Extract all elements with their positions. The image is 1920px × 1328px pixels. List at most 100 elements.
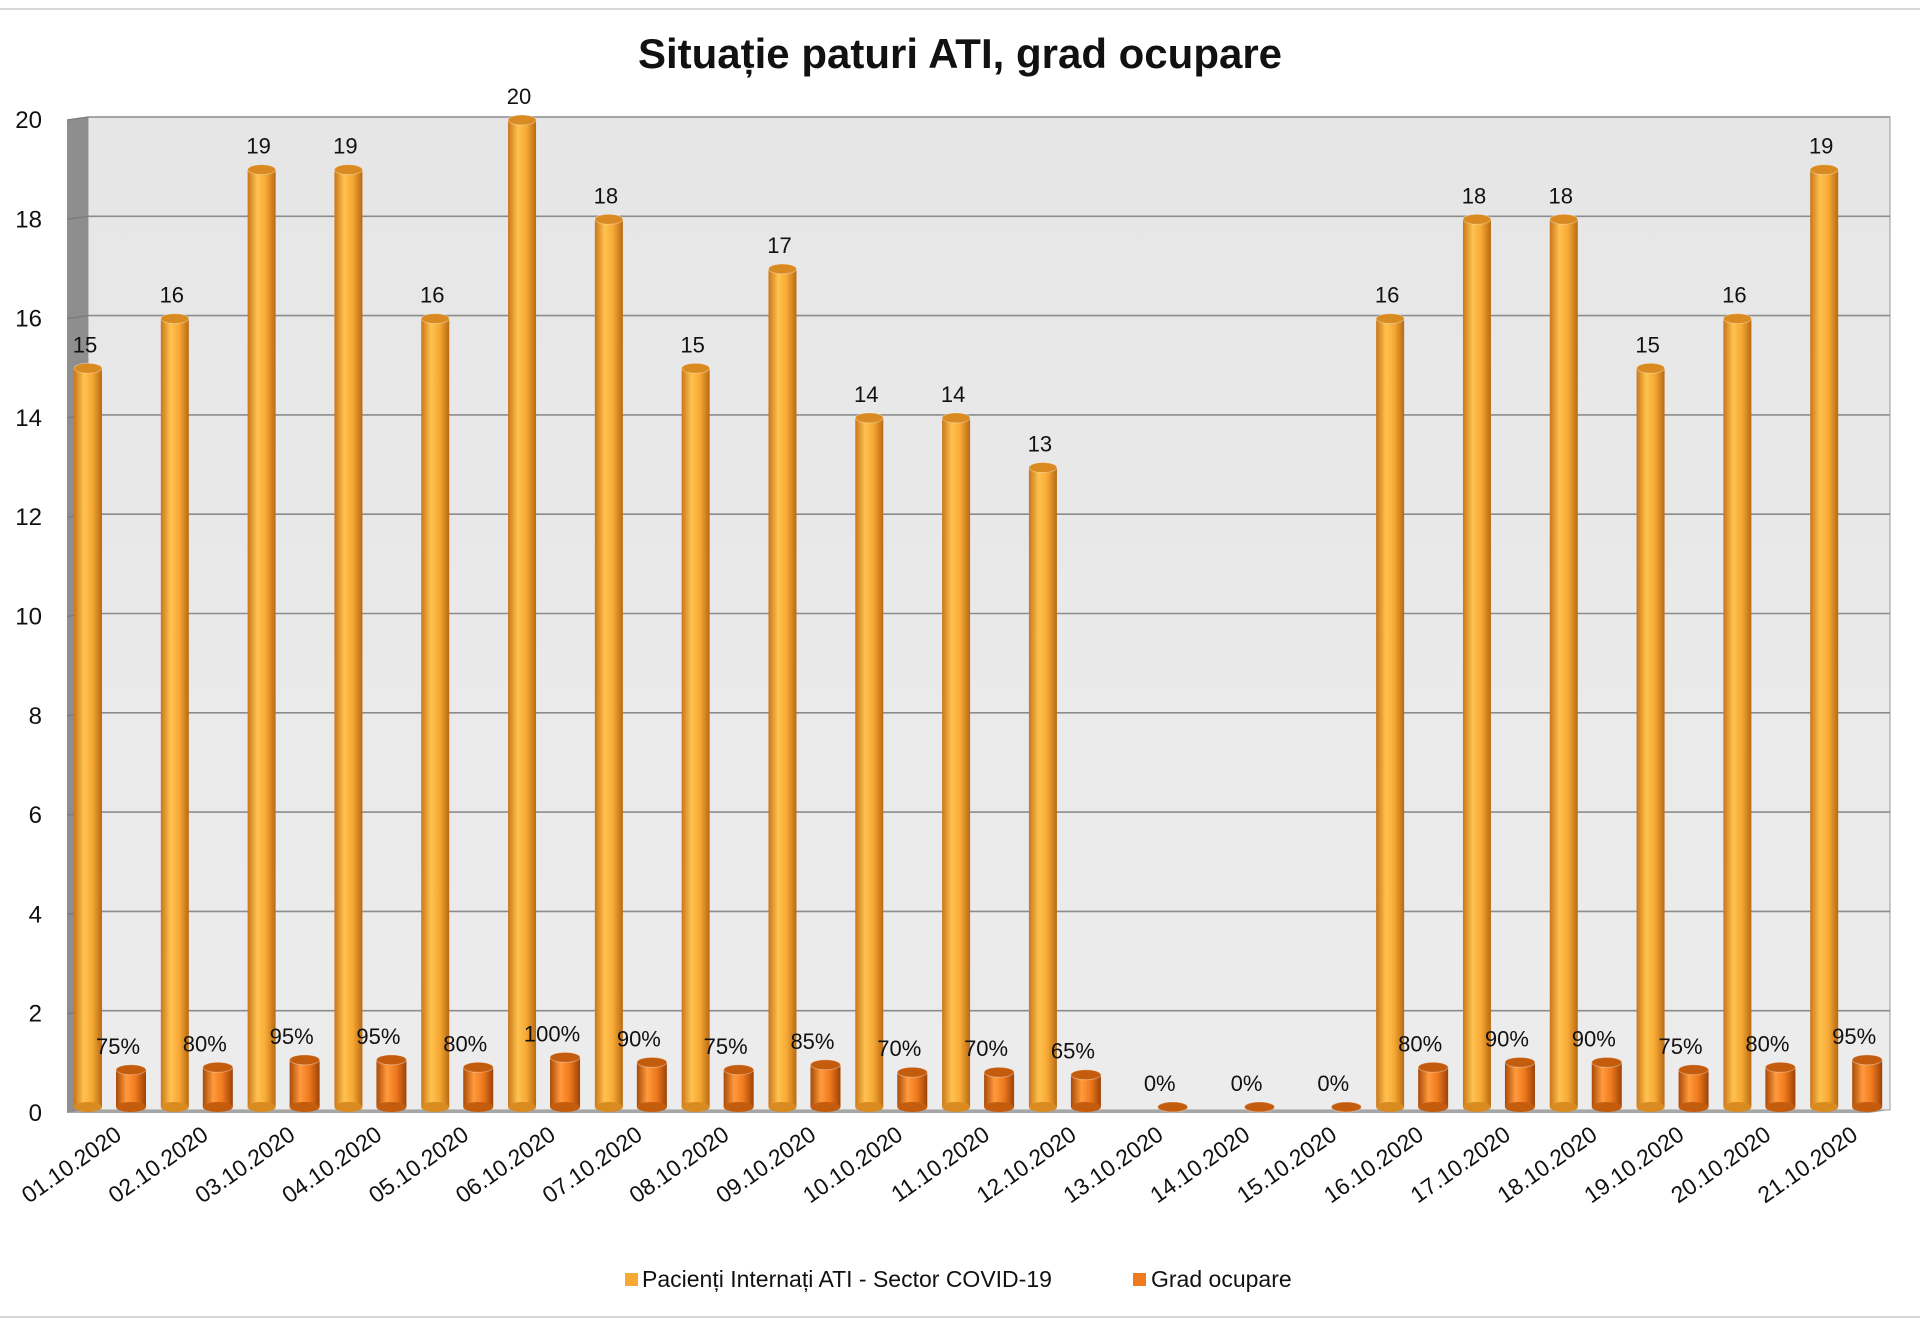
- value-label-occupancy: 95%: [1832, 1024, 1876, 1049]
- value-label-occupancy: 80%: [183, 1031, 227, 1056]
- bar-occupancy-body: [463, 1067, 494, 1107]
- bar-occupancy-base: [116, 1102, 146, 1112]
- bar-occupancy: [462, 1061, 494, 1112]
- bar-occupancy-top: [723, 1064, 755, 1076]
- bar-occupancy-top: [289, 1054, 321, 1066]
- bar-patients: [1549, 213, 1579, 1112]
- bar-occupancy-base: [376, 1102, 407, 1112]
- value-label-patients: 16: [1722, 283, 1746, 308]
- bar-patients-body: [1462, 219, 1491, 1108]
- bar-patients-body: [768, 268, 797, 1107]
- bar-patients-base: [160, 1102, 189, 1112]
- bar-patients: [160, 313, 190, 1112]
- bar-occupancy: [983, 1066, 1015, 1112]
- bar-occupancy: [549, 1051, 581, 1112]
- bar-occupancy: [809, 1059, 841, 1112]
- bar-patients-base: [1549, 1102, 1578, 1112]
- top-border: [0, 8, 1920, 10]
- bar-patients-top: [594, 213, 624, 225]
- bar-occupancy-body: [1765, 1067, 1796, 1107]
- bar-patients-body: [1723, 318, 1752, 1108]
- y-tick-label: 8: [29, 703, 42, 730]
- value-label-patients: 15: [1635, 332, 1659, 357]
- bar-occupancy-top: [1678, 1064, 1710, 1076]
- value-label-occupancy: 90%: [1485, 1026, 1529, 1051]
- bar-occupancy: [723, 1064, 755, 1112]
- bar-occupancy-body: [376, 1059, 407, 1107]
- bar-patients-base: [768, 1102, 797, 1112]
- bar-occupancy-top: [636, 1056, 668, 1068]
- bar-occupancy-top: [1504, 1056, 1536, 1068]
- bar-occupancy-base: [1418, 1102, 1449, 1112]
- bar-occupancy-top: [1330, 1101, 1362, 1113]
- bar-occupancy-body: [1852, 1059, 1883, 1107]
- bar-occupancy-body: [810, 1064, 841, 1107]
- bar-patients-base: [421, 1102, 450, 1112]
- bar-occupancy: [896, 1066, 928, 1112]
- bar-patients-base: [681, 1102, 710, 1112]
- legend-swatch-occupancy: [1133, 1273, 1146, 1286]
- value-label-occupancy: 0%: [1231, 1071, 1263, 1096]
- bar-patients-top: [247, 164, 277, 176]
- bar-patients-base: [1636, 1102, 1665, 1112]
- bar-patients-top: [767, 263, 797, 275]
- bar-occupancy: [1591, 1056, 1623, 1112]
- value-label-occupancy: 90%: [617, 1026, 661, 1051]
- bar-occupancy: [375, 1054, 407, 1112]
- bar-patients-body: [1028, 467, 1057, 1107]
- bar-occupancy-body: [550, 1057, 581, 1107]
- bar-occupancy: [289, 1054, 321, 1112]
- bar-occupancy-body: [116, 1069, 146, 1107]
- bar-occupancy: [1678, 1064, 1710, 1112]
- bar-occupancy-top: [462, 1061, 494, 1073]
- bar-patients-base: [334, 1102, 363, 1112]
- bar-patients: [941, 412, 971, 1112]
- bar-occupancy: [1244, 1101, 1276, 1113]
- bar-occupancy-top: [809, 1059, 841, 1071]
- bar-occupancy-top: [115, 1064, 147, 1076]
- bar-occupancy-base: [723, 1102, 754, 1112]
- bar-patients-top: [854, 412, 884, 424]
- value-label-patients: 18: [1549, 183, 1573, 208]
- bar-occupancy-base: [289, 1102, 320, 1112]
- legend-label-patients: Pacienți Internați ATI - Sector COVID-19: [642, 1266, 1052, 1292]
- gridline-side: [66, 315, 89, 320]
- value-label-patients: 14: [854, 382, 878, 407]
- bar-patients-body: [421, 318, 450, 1108]
- bar-patients-base: [1028, 1102, 1057, 1112]
- bar-patients-top: [1462, 213, 1492, 225]
- bar-occupancy-base: [1852, 1102, 1883, 1112]
- bar-occupancy-body: [1418, 1067, 1449, 1107]
- value-label-patients: 13: [1028, 432, 1052, 457]
- bar-patients-body: [1549, 219, 1578, 1108]
- bar-patients-top: [941, 412, 971, 424]
- bar-occupancy: [1851, 1054, 1883, 1112]
- value-label-occupancy: 75%: [1659, 1034, 1703, 1059]
- bar-patients-body: [160, 318, 189, 1108]
- bar-patients: [420, 313, 450, 1112]
- bar-patients-body: [1376, 318, 1405, 1108]
- value-label-occupancy: 80%: [1745, 1031, 1789, 1056]
- legend: Pacienți Internați ATI - Sector COVID-19…: [625, 1266, 1292, 1292]
- bar-patients-top: [73, 362, 103, 374]
- value-label-patients: 17: [767, 233, 791, 258]
- bar-occupancy: [1157, 1101, 1189, 1113]
- bar-occupancy-base: [1591, 1102, 1622, 1112]
- value-label-patients: 18: [1462, 183, 1486, 208]
- value-label-occupancy: 80%: [1398, 1031, 1442, 1056]
- value-label-occupancy: 75%: [96, 1034, 140, 1059]
- value-label-patients: 19: [333, 134, 357, 159]
- value-label-occupancy: 0%: [1317, 1071, 1349, 1096]
- bar-occupancy-body: [897, 1072, 928, 1107]
- bar-occupancy-base: [897, 1102, 928, 1112]
- legend-label-occupancy: Grad ocupare: [1151, 1266, 1292, 1292]
- bar-patients-body: [855, 417, 884, 1107]
- value-labels: 15 75% 16 80% 19 95% 19 95% 16 80% 20 100% 18 90% 15 75…: [73, 84, 1876, 1096]
- bar-patients-top: [507, 114, 537, 126]
- bar-patients: [1722, 313, 1752, 1112]
- y-tick-label: 14: [15, 405, 42, 432]
- bar-patients: [1375, 313, 1405, 1112]
- bar-occupancy-top: [983, 1066, 1015, 1078]
